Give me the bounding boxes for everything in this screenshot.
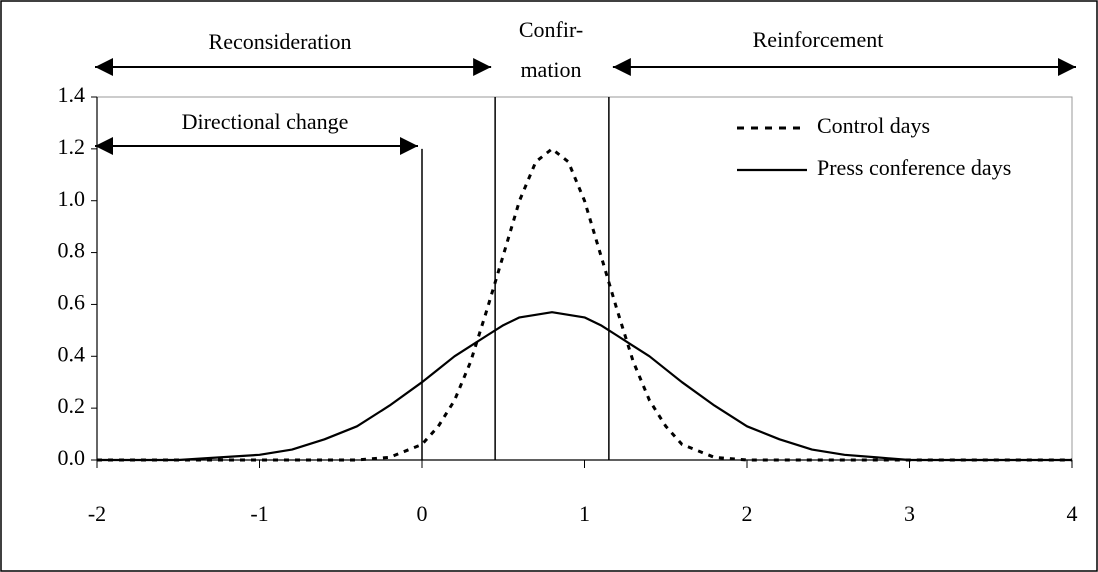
- annotation: Directional change: [182, 109, 349, 134]
- series-line: [97, 311, 1072, 462]
- y-tick-label: 0.0: [58, 445, 86, 470]
- y-tick-label: 0.4: [58, 341, 86, 366]
- x-tick-label: 1: [579, 501, 590, 526]
- x-tick-label: 4: [1067, 501, 1078, 526]
- annotation: mation: [520, 57, 581, 82]
- annotation: Reconsideration: [209, 29, 352, 54]
- y-tick-label: 1.0: [58, 186, 86, 211]
- x-tick-label: -2: [88, 501, 106, 526]
- x-tick-label: -1: [250, 501, 268, 526]
- y-tick-label: 1.4: [58, 82, 86, 107]
- x-tick-label: 0: [417, 501, 428, 526]
- y-tick-label: 0.8: [58, 238, 86, 263]
- annotation: Reinforcement: [753, 27, 884, 52]
- y-tick-label: 1.2: [58, 134, 86, 159]
- x-tick-label: 3: [904, 501, 915, 526]
- legend-label: Press conference days: [817, 155, 1011, 180]
- x-tick-label: 2: [742, 501, 753, 526]
- annotation: Confir-: [519, 17, 583, 42]
- y-tick-label: 0.6: [58, 289, 86, 314]
- y-tick-label: 0.2: [58, 393, 86, 418]
- legend-label: Control days: [817, 113, 930, 138]
